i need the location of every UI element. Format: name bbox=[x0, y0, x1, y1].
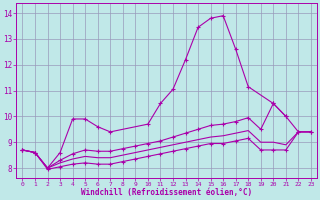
X-axis label: Windchill (Refroidissement éolien,°C): Windchill (Refroidissement éolien,°C) bbox=[81, 188, 252, 197]
